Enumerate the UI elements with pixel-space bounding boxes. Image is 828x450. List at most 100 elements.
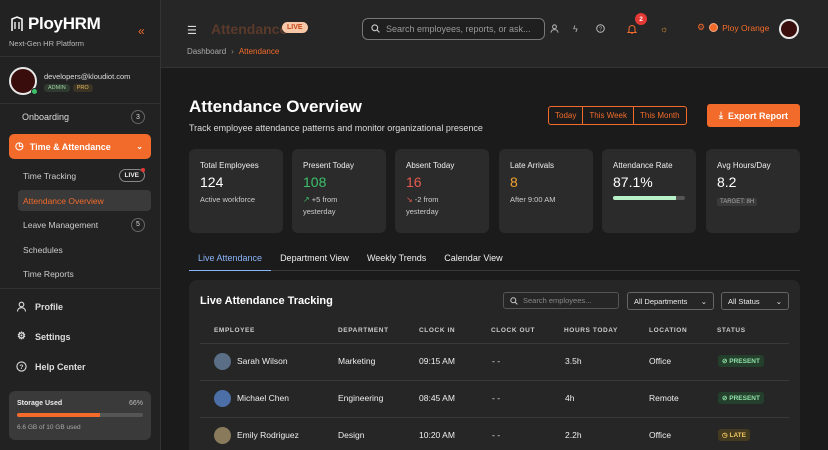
user-email: developers@kloudiot.com <box>44 72 131 81</box>
employee-search-input[interactable] <box>523 296 617 305</box>
tab-department-view[interactable]: Department View <box>280 253 349 263</box>
sidebar-subitem-schedules[interactable]: Schedules <box>18 239 151 260</box>
sidebar-item-profile[interactable]: Profile <box>16 301 63 312</box>
column-header[interactable]: EMPLOYEE <box>214 327 255 334</box>
menu-icon[interactable]: ☰ <box>187 25 197 37</box>
clock-out: - - <box>492 356 501 366</box>
stat-label: Total Employees <box>200 161 259 170</box>
sidebar-item-label: Time Reports <box>23 268 74 279</box>
status-badge: ⊘ PRESENT <box>718 392 764 404</box>
department: Design <box>338 430 365 440</box>
svg-text:?: ? <box>599 27 602 33</box>
location: Remote <box>649 393 679 403</box>
user-icon[interactable] <box>550 24 559 35</box>
column-header[interactable]: HOURS TODAY <box>564 327 618 334</box>
avatar[interactable] <box>9 67 37 95</box>
hours-today: 4h <box>565 393 575 403</box>
employee-name: Sarah Wilson <box>237 356 288 366</box>
status-filter[interactable]: All Status ⌄ <box>721 292 789 310</box>
sidebar-item-label: Settings <box>35 331 71 342</box>
table-row[interactable]: Michael Chen Engineering 08:45 AM - - 4h… <box>200 380 789 417</box>
column-header[interactable]: DEPARTMENT <box>338 327 389 334</box>
stat-value: 16 <box>406 174 422 190</box>
stat-note: ↗ +5 from yesterday <box>303 194 375 218</box>
stat-card-hours: Avg Hours/Day 8.2 TARGET: 8H <box>706 149 800 233</box>
divider <box>0 103 160 104</box>
storage-detail: 6.6 GB of 10 GB used <box>17 424 81 431</box>
view-tabs: Live Attendance Department View Weekly T… <box>189 248 800 271</box>
clock-in: 09:15 AM <box>419 356 455 366</box>
tab-live-attendance[interactable]: Live Attendance <box>189 248 272 271</box>
range-this-week-button[interactable]: This Week <box>583 107 634 124</box>
clock-in: 08:45 AM <box>419 393 455 403</box>
stat-note-line2: yesterday <box>303 207 336 216</box>
employee-name: Michael Chen <box>237 393 289 403</box>
storage-label: Storage Used <box>17 400 63 407</box>
sun-icon[interactable]: ☼ <box>660 24 669 34</box>
attendance-rate-bar <box>613 196 685 200</box>
date-range-selector: Today This Week This Month <box>548 106 687 125</box>
page-title: Attendance Overview <box>189 97 362 116</box>
stat-note: After 9:00 AM <box>510 195 556 204</box>
tab-calendar-view[interactable]: Calendar View <box>444 253 503 263</box>
stat-label: Present Today <box>303 161 354 170</box>
help-icon[interactable]: ? <box>596 24 605 35</box>
sidebar-item-label: Leave Management <box>23 219 99 230</box>
sidebar-item-time-attendance[interactable]: ◷ Time & Attendance ⌄ <box>9 134 151 159</box>
sidebar-subitem-leave-management[interactable]: Leave Management 5 <box>18 214 151 235</box>
double-chevron-left-icon[interactable]: « <box>138 24 145 38</box>
brand-tagline: Next-Gen HR Platform <box>9 39 85 48</box>
check-icon: ⊘ <box>722 395 728 402</box>
live-pill: LIVE <box>118 168 146 182</box>
building-logo-icon <box>11 16 23 31</box>
sidebar-item-onboarding[interactable]: Onboarding 3 <box>9 106 151 128</box>
page-subtitle: Track employee attendance patterns and m… <box>189 123 483 133</box>
sidebar-item-label: Profile <box>35 301 64 312</box>
stat-label: Absent Today <box>406 161 455 170</box>
export-report-button[interactable]: ⤓ Export Report <box>707 104 800 127</box>
column-header[interactable]: CLOCK OUT <box>491 327 536 334</box>
sidebar-subitem-time-reports[interactable]: Time Reports <box>18 263 151 284</box>
column-header[interactable]: CLOCK IN <box>419 327 456 334</box>
department-filter[interactable]: All Departments ⌄ <box>627 292 714 310</box>
clock-out: - - <box>492 430 501 440</box>
hours-today: 2.2h <box>565 430 582 440</box>
status-label: PRESENT <box>729 395 760 402</box>
employee-avatar <box>214 427 231 444</box>
employee-search[interactable] <box>503 292 619 309</box>
search-input[interactable] <box>386 24 536 34</box>
storage-widget: Storage Used 66% 6.6 GB of 10 GB used <box>9 391 151 440</box>
column-header[interactable]: STATUS <box>717 327 746 334</box>
chevron-down-icon: ⌄ <box>775 296 782 306</box>
org-logo <box>709 23 719 32</box>
sidebar-subitem-time-tracking[interactable]: Time Tracking LIVE <box>18 165 151 186</box>
column-header[interactable]: LOCATION <box>649 327 688 334</box>
stat-card-absent: Absent Today 16 ↘ -2 from yesterday <box>395 149 489 233</box>
hours-today: 3.5h <box>565 356 582 366</box>
lightning-icon[interactable]: ϟ <box>573 24 578 34</box>
bell-icon[interactable] <box>626 24 638 36</box>
table-row[interactable]: Emily Rodriguez Design 10:20 AM - - 2.2h… <box>200 417 789 450</box>
table-row[interactable]: Sarah Wilson Marketing 09:15 AM - - 3.5h… <box>200 343 789 380</box>
count-badge: 5 <box>131 217 145 232</box>
sidebar-item-settings[interactable]: ⚙ Settings <box>16 331 71 342</box>
employee-avatar <box>214 353 231 370</box>
sidebar-item-help-center[interactable]: ? Help Center <box>16 361 86 372</box>
brand[interactable]: PloyHRM <box>10 14 101 34</box>
sidebar-item-label: Attendance Overview <box>23 195 104 206</box>
global-search[interactable] <box>362 18 545 40</box>
avatar[interactable] <box>779 19 799 39</box>
stat-value: 8.2 <box>717 174 737 190</box>
org-name: Ploy Orange <box>722 22 770 33</box>
sidebar-subitem-attendance-overview[interactable]: Attendance Overview <box>18 190 151 211</box>
admin-badge: ADMIN <box>44 84 70 92</box>
tab-weekly-trends[interactable]: Weekly Trends <box>366 253 427 263</box>
breadcrumb-home[interactable]: Dashboard <box>187 47 227 56</box>
stat-card-late: Late Arrivals 8 After 9:00 AM <box>499 149 593 233</box>
storage-progress-fill <box>17 413 101 417</box>
live-badge: LIVE <box>282 22 308 33</box>
range-this-month-button[interactable]: This Month <box>640 111 680 120</box>
online-status-dot <box>31 88 38 95</box>
org-switcher[interactable]: ⚙ Ploy Orange <box>697 22 769 33</box>
range-today-button[interactable]: Today <box>549 107 584 124</box>
